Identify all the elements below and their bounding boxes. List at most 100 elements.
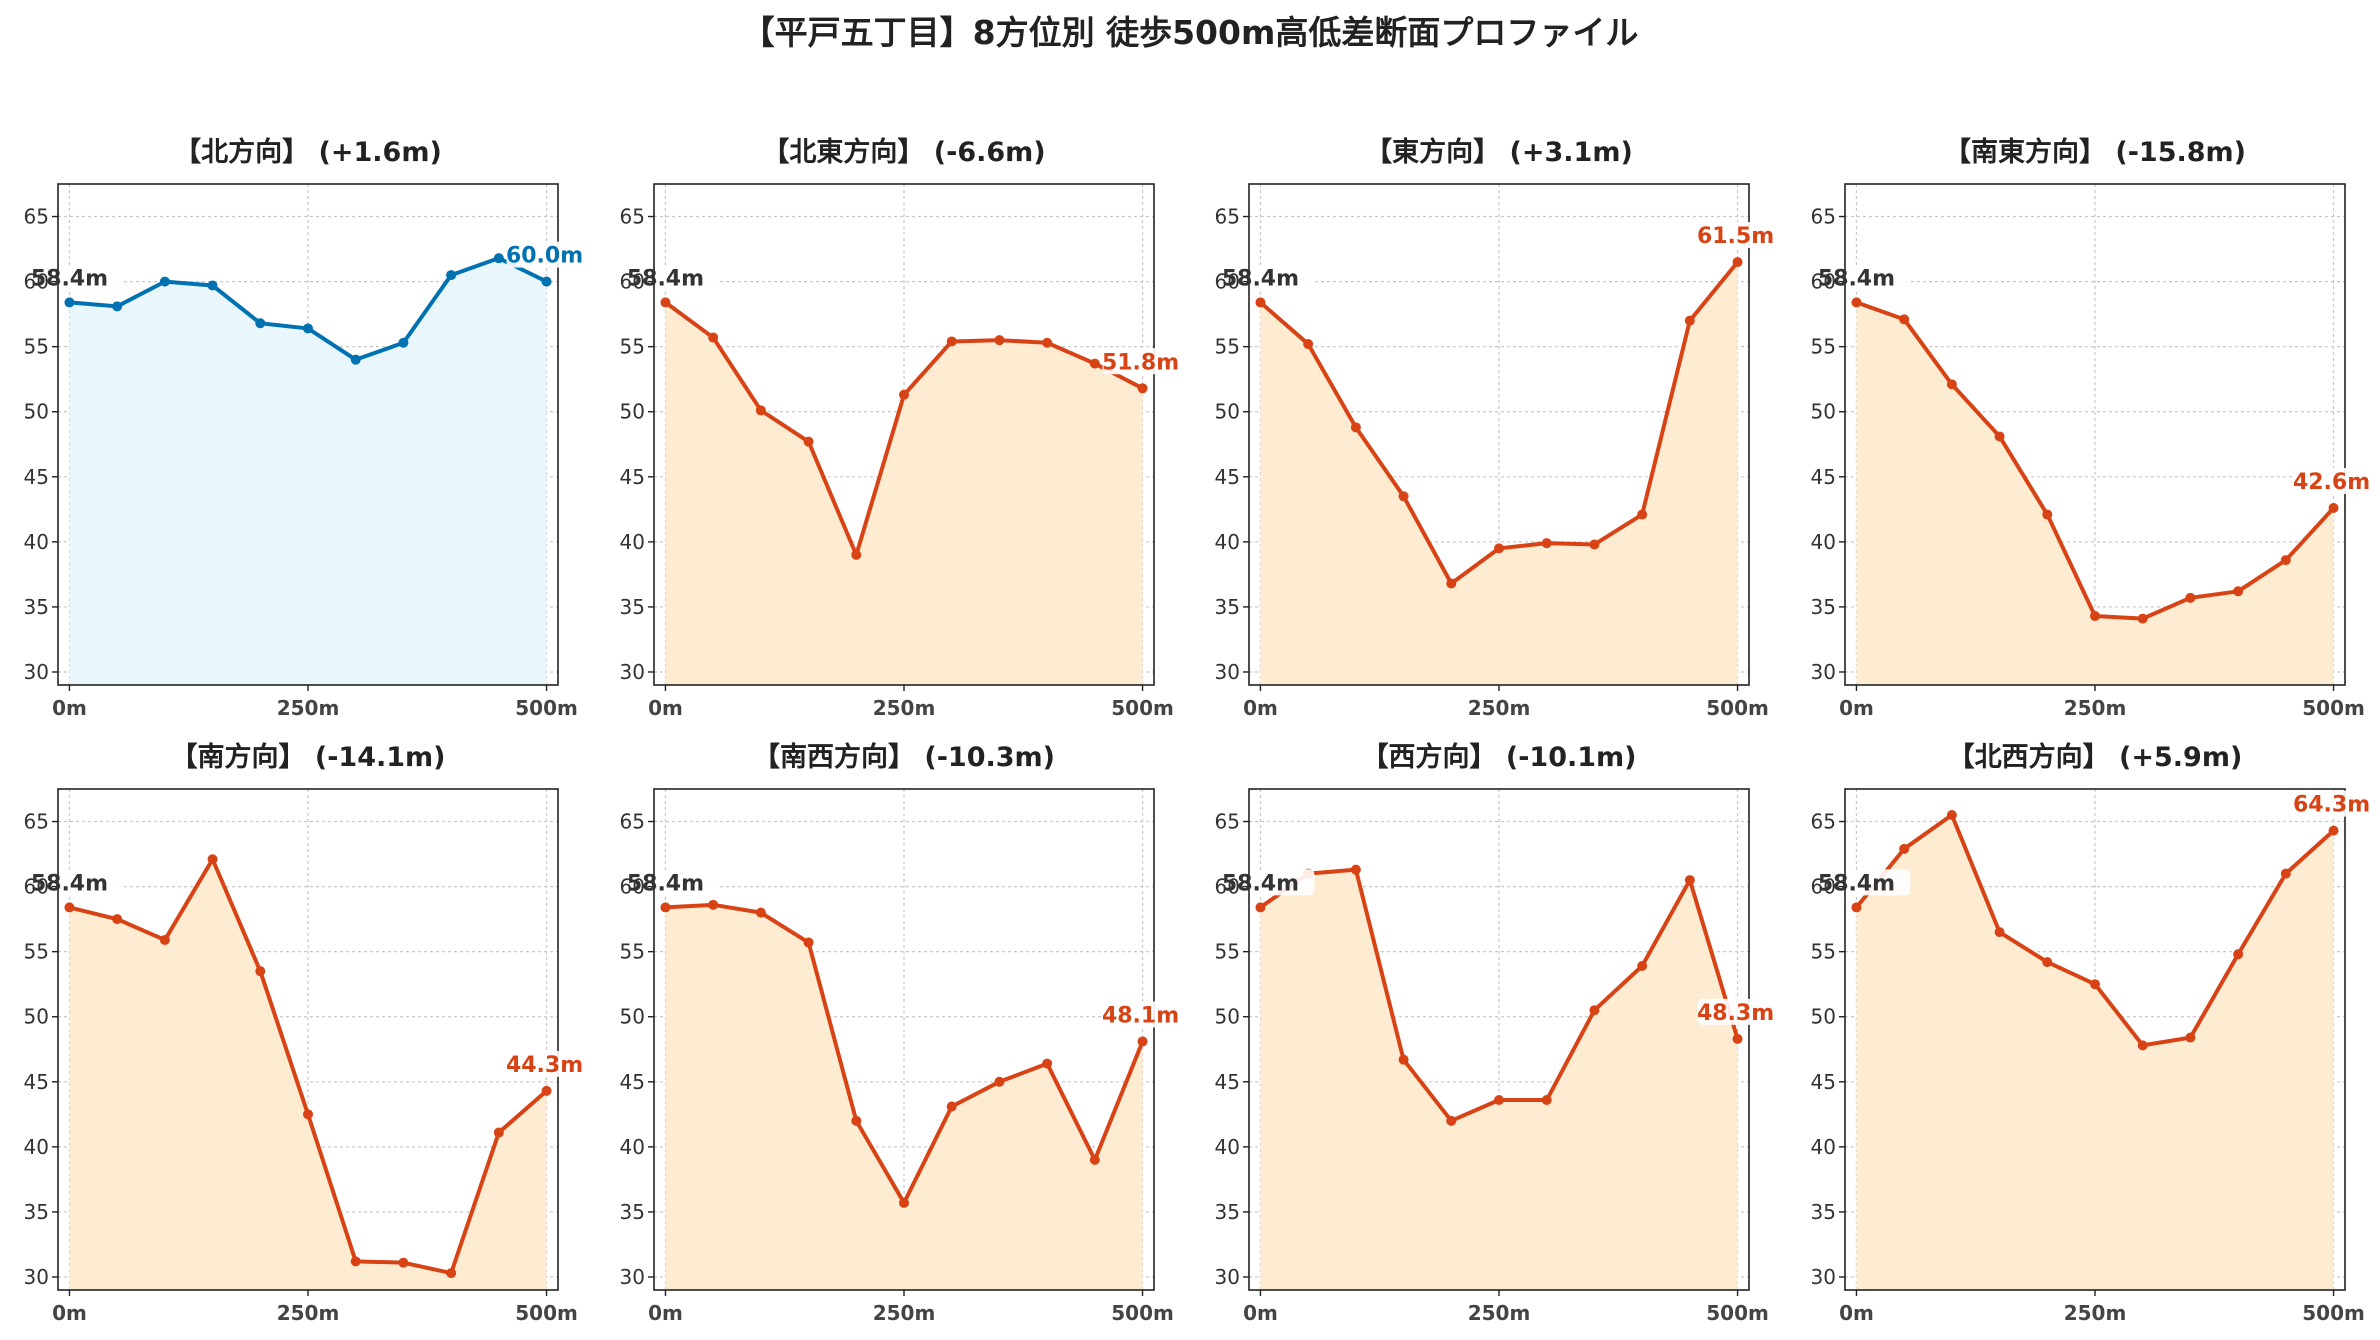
data-point <box>398 1257 409 1268</box>
end-label-box <box>506 241 581 268</box>
start-elevation-label: 58.4m <box>31 871 108 896</box>
data-point <box>1446 1115 1457 1126</box>
data-point <box>1851 297 1862 308</box>
data-point <box>446 1268 457 1279</box>
end-elevation-label: 42.6m <box>2293 470 2370 495</box>
y-tick-label: 30 <box>1811 1265 1836 1289</box>
end-label-box <box>1102 1001 1177 1028</box>
start-label-box <box>663 869 720 896</box>
y-tick-label: 65 <box>24 205 49 229</box>
data-point <box>755 907 766 918</box>
y-tick-label: 55 <box>620 940 645 964</box>
y-tick-label: 60 <box>1215 875 1240 899</box>
data-point <box>207 280 218 291</box>
data-point <box>350 1256 361 1267</box>
data-point <box>1042 337 1053 348</box>
data-point <box>1350 864 1361 875</box>
y-tick-label: 35 <box>1811 595 1836 619</box>
y-tick-label: 40 <box>1215 530 1240 554</box>
y-tick-label: 55 <box>24 335 49 359</box>
data-point <box>493 1127 504 1138</box>
data-point <box>2137 613 2148 624</box>
y-tick-label: 65 <box>620 205 645 229</box>
end-elevation-label: 64.3m <box>2293 793 2370 818</box>
data-point <box>1137 1036 1148 1047</box>
start-elevation-label: 58.4m <box>1818 871 1895 896</box>
x-tick-label: 250m <box>277 696 340 720</box>
data-point <box>303 323 313 334</box>
data-point <box>2137 1040 2148 1051</box>
data-point <box>1398 1054 1409 1065</box>
profile-panel: 【北方向】 (+1.6m) 30 35 40 45 50 55 60 65 0m 250m 500m 5… <box>24 136 584 720</box>
data-point <box>994 335 1005 346</box>
data-point <box>1089 358 1100 369</box>
y-tick-label: 50 <box>24 400 49 424</box>
end-elevation-label: 48.1m <box>1102 1003 1179 1028</box>
x-tick-label: 500m <box>1706 696 1769 720</box>
y-tick-label: 55 <box>1811 335 1836 359</box>
data-point <box>1684 315 1695 326</box>
profile-panel: 【北西方向】 (+5.9m) 30 35 40 45 50 55 60 65 0m 250m 500m… <box>1811 741 2371 1325</box>
x-tick-label: 0m <box>1243 1301 1278 1325</box>
data-point <box>446 270 457 281</box>
x-tick-label: 250m <box>2064 696 2127 720</box>
profile-panel: 【西方向】 (-10.1m) 30 35 40 45 50 55 60 65 0m 250m 500m… <box>1215 741 1775 1325</box>
data-point <box>64 902 75 913</box>
data-point <box>803 937 814 948</box>
data-point <box>1446 578 1457 589</box>
y-tick-label: 30 <box>1215 660 1240 684</box>
panel-title: 【南西方向】 (-10.3m) <box>753 741 1055 773</box>
data-point <box>398 337 409 348</box>
data-point <box>2280 555 2291 566</box>
x-tick-label: 500m <box>2302 1301 2365 1325</box>
data-point <box>851 549 862 560</box>
y-tick-label: 35 <box>24 595 49 619</box>
y-tick-label: 30 <box>620 660 645 684</box>
y-tick-label: 65 <box>620 810 645 834</box>
data-point <box>2090 979 2100 990</box>
data-point <box>1732 257 1743 268</box>
x-tick-label: 0m <box>52 1301 87 1325</box>
data-point <box>1899 843 1910 854</box>
start-label-box <box>1258 869 1315 896</box>
data-point <box>1946 379 1957 390</box>
panel-title: 【北西方向】 (+5.9m) <box>1948 741 2243 773</box>
data-point <box>1684 875 1695 886</box>
y-tick-label: 40 <box>620 1135 645 1159</box>
x-tick-label: 250m <box>1468 696 1531 720</box>
y-tick-label: 45 <box>620 1070 645 1094</box>
data-point <box>803 436 814 447</box>
profile-panel: 【東方向】 (+3.1m) 30 35 40 45 50 55 60 65 0m 250m 500m 5… <box>1215 136 1775 720</box>
y-tick-label: 30 <box>1811 660 1836 684</box>
data-point <box>159 934 170 945</box>
profile-area <box>1856 815 2334 1290</box>
end-elevation-label: 61.5m <box>1697 224 1774 249</box>
y-tick-label: 55 <box>1811 940 1836 964</box>
y-tick-label: 45 <box>1215 465 1240 489</box>
data-point <box>946 1101 957 1112</box>
panel-title: 【南方向】 (-14.1m) <box>170 741 445 773</box>
end-label-box <box>2293 468 2368 495</box>
data-point <box>541 1085 552 1096</box>
x-tick-label: 0m <box>648 696 683 720</box>
x-tick-label: 500m <box>1111 1301 1174 1325</box>
x-tick-label: 500m <box>1706 1301 1769 1325</box>
profile-panel: 【北東方向】 (-6.6m) 30 35 40 45 50 55 60 65 0m 250m 500m… <box>620 136 1180 720</box>
data-point <box>1350 422 1361 433</box>
x-tick-label: 250m <box>873 696 936 720</box>
data-point <box>1494 543 1504 554</box>
end-elevation-label: 48.3m <box>1697 1001 1774 1026</box>
data-point <box>708 899 719 910</box>
y-tick-label: 45 <box>1215 1070 1240 1094</box>
data-point <box>255 966 266 977</box>
data-point <box>1589 1005 1600 1016</box>
data-point <box>2090 611 2100 622</box>
panel-title: 【西方向】 (-10.1m) <box>1361 741 1636 773</box>
start-elevation-label: 58.4m <box>1818 266 1895 291</box>
y-tick-label: 50 <box>1811 1005 1836 1029</box>
y-tick-label: 35 <box>620 1200 645 1224</box>
data-point <box>2185 1032 2196 1043</box>
y-tick-label: 35 <box>24 1200 49 1224</box>
data-point <box>755 405 766 416</box>
y-tick-label: 50 <box>1215 400 1240 424</box>
